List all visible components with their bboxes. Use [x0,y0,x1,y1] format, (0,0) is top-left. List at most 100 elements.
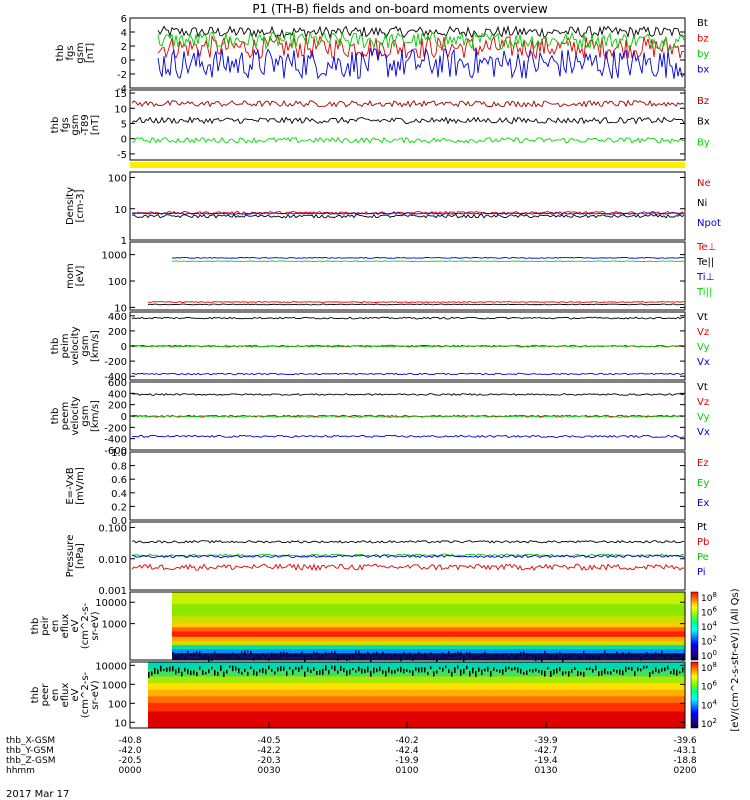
spectrogram-speckle [490,656,492,659]
series-line-Bt [157,24,685,40]
spectrogram-speckle [418,667,420,673]
y-axis-label: peim [60,333,71,358]
date-label: 2017 Mar 17 [6,789,69,800]
spectrogram-speckle [253,657,255,661]
spectrogram-speckle [634,654,636,658]
spectrogram-speckle [361,653,363,660]
spectrogram-speckle [646,665,648,669]
spectrogram-speckle [514,655,516,661]
spectrogram-speckle [484,668,486,672]
spectrogram-speckle [583,651,585,655]
y-tick-label: 600 [108,378,127,389]
spectrogram-speckle [286,652,288,658]
y-axis-label: E=-VxB [65,467,76,504]
spectrogram-speckle [397,655,399,658]
spectrogram-speckle [460,669,462,676]
spectrogram-speckle [214,651,216,654]
legend-by: by [697,49,709,60]
spectrogram-speckle [355,670,357,673]
spectrogram-speckle [250,651,252,656]
y-axis-label: gsm [75,42,86,63]
series-line-Bz [131,99,685,108]
spectrogram-speckle [220,665,222,672]
spectrogram-speckle [505,652,507,657]
spectrogram-speckle [274,654,276,657]
spectrogram-speckle [679,653,681,658]
y-tick-label: 2 [121,42,127,53]
spectrogram-speckle [655,652,657,658]
spectrogram-speckle [508,655,510,660]
legend-Ni: Ni [697,198,707,209]
x-row-value: -42.4 [395,746,419,756]
colorbar-tick: 102 [701,635,717,648]
spectrogram-speckle [262,652,264,656]
spectrogram-speckle [601,670,603,676]
y-tick-label: 0.2 [111,502,127,513]
panel-frame [129,241,686,311]
y-axis-label: en [50,620,61,633]
spectrogram-speckle [154,667,156,674]
panel-9: 10000 1000 thb peir en eflux eV (cm^2-s-sr-eV) [30,591,686,663]
x-row-value: 0100 [396,766,419,776]
spectrogram-speckle [229,665,231,668]
spectrogram-speckle [682,655,684,661]
spectrogram-band [172,604,685,617]
spectrogram-speckle [166,667,168,672]
spectrogram-speckle [649,671,651,678]
spectrogram-speckle [610,671,612,675]
series-line-by [157,30,685,51]
series-line-Npot [131,212,685,215]
spectrogram-speckle [658,654,660,658]
spectrogram-speckle [526,670,528,675]
spectrogram-speckle [589,654,591,661]
spectrogram-speckle [475,655,477,660]
spectrogram-speckle [511,667,513,672]
spectrogram-speckle [574,653,576,656]
spectrogram-speckle [172,666,174,672]
spectrogram-speckle [148,671,150,678]
spectrogram-speckle [430,666,432,670]
y-tick-label: 10000 [95,598,127,609]
spectrogram-speckle [544,650,546,654]
spectrogram-speckle [661,668,663,672]
colorbar-tick-exp: 6 [712,680,717,688]
y-axis-label: thb [55,45,66,62]
spectrogram-speckle [196,671,198,677]
spectrogram-speckle [466,665,468,670]
spectrogram-speckle [670,654,672,659]
spectrogram-speckle [277,667,279,672]
spectrogram-speckle [388,654,390,657]
colorbar-tick-exp: 4 [712,698,717,706]
spectrogram-speckle [169,666,171,672]
spectrogram-speckle [349,655,351,661]
spectrogram-band [172,636,685,642]
spectrogram-speckle [589,667,591,671]
spectrogram-speckle [340,665,342,671]
spectrogram-speckle [574,667,576,671]
spectrogram-speckle [397,668,399,672]
spectrogram-speckle [253,669,255,676]
y-tick-label: 0 [121,56,127,67]
spectrogram-speckle [550,671,552,677]
y-tick-label: 400 [108,389,127,400]
spectrogram-speckle [673,668,675,675]
y-axis-label: en [50,689,61,702]
y-tick-label: 1000 [102,620,127,631]
spectrogram-speckle [316,651,318,656]
legend-Ne: Ne [697,178,711,189]
state-bar [130,162,685,168]
spectrogram-speckle [196,650,198,655]
spectrogram-speckle [226,670,228,674]
spectrogram-speckle [283,651,285,656]
spectrogram-speckle [433,671,435,677]
spectrogram-speckle [178,653,180,659]
spectrogram-speckle [373,652,375,657]
colorbar-tick: 104 [701,698,717,711]
series-line-Vx [131,434,685,438]
spectrogram-speckle [637,654,639,658]
y-axis-label: eflux [60,683,71,708]
spectrogram-band [148,669,685,678]
spectrogram-speckle [649,655,651,660]
spectrogram-speckle [346,670,348,676]
spectrogram-speckle [337,670,339,674]
